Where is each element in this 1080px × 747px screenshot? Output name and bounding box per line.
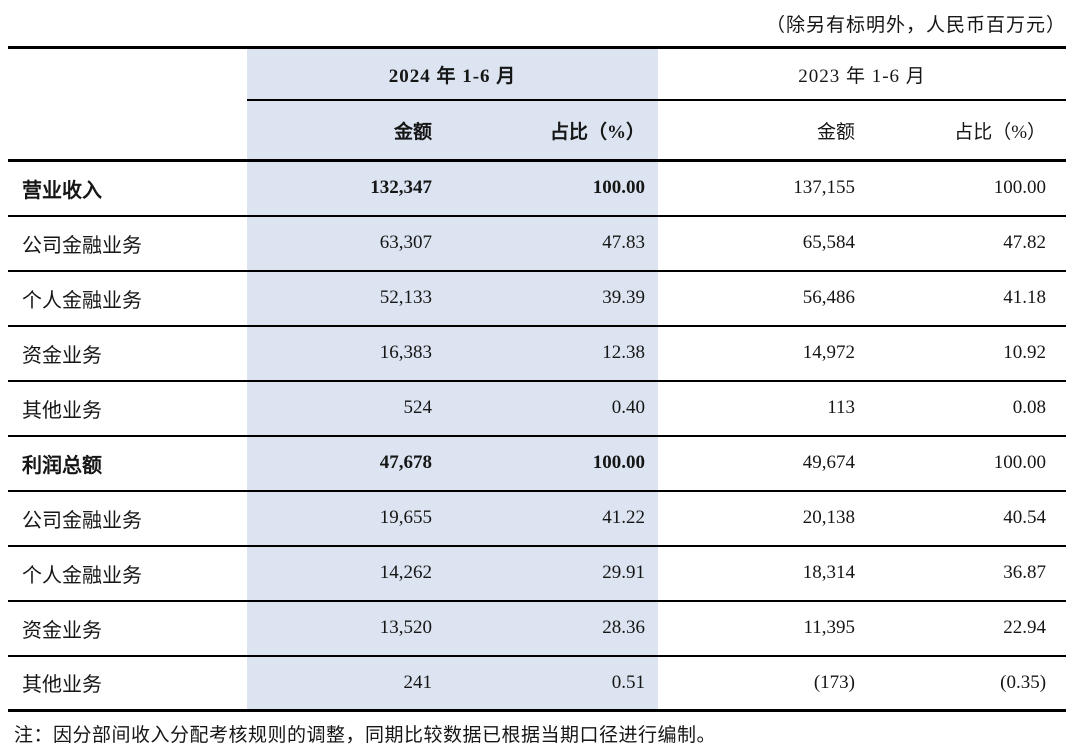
corner-cell [8,48,247,101]
row-label: 公司金融业务 [8,490,247,547]
row-label: 利润总额 [8,435,247,492]
row-label: 营业收入 [8,160,247,217]
unit-note: （除另有标明外，人民币百万元） [765,15,1066,36]
table-row: 利润总额 47,678 100.00 49,674 100.00 [8,435,1067,492]
amount-2023-cell: 65,584 [658,215,863,272]
row-label: 资金业务 [8,600,247,657]
ratio-2024-cell: 41.22 [440,490,659,547]
amount-2024-cell: 16,383 [247,325,440,382]
ratio-2023-cell: 0.08 [862,380,1067,437]
amount-2023-cell: 20,138 [658,490,863,547]
amount-2024-cell: 14,262 [247,545,440,602]
amount-2024-cell: 132,347 [247,160,440,217]
row-label: 资金业务 [8,325,247,382]
ratio-2023-cell: 22.94 [862,600,1067,657]
table-row: 资金业务 16,383 12.38 14,972 10.92 [8,325,1067,382]
ratio-2023-cell: 10.92 [862,325,1067,382]
ratio-2024-cell: 29.91 [440,545,659,602]
table-body: 营业收入 132,347 100.00 137,155 100.00 公司金融业… [8,160,1067,712]
amount-2024-cell: 63,307 [247,215,440,272]
row-label: 个人金融业务 [8,545,247,602]
footnote: 注：因分部间收入分配考核规则的调整，同期比较数据已根据当期口径进行编制。 [14,725,717,746]
header-amount-2023: 金额 [658,100,863,162]
ratio-2024-cell: 12.38 [440,325,659,382]
table-row: 个人金融业务 52,133 39.39 56,486 41.18 [8,270,1067,327]
amount-2023-cell: 14,972 [658,325,863,382]
table-row: 个人金融业务 14,262 29.91 18,314 36.87 [8,545,1067,602]
amount-2023-cell: 18,314 [658,545,863,602]
ratio-2024-cell: 100.00 [440,160,659,217]
segment-table: 2024 年 1-6 月 2023 年 1-6 月 金额 占比（%） 金额 占比… [8,46,1067,712]
header-ratio-2023: 占比（%） [862,100,1067,162]
row-label: 其他业务 [8,655,247,712]
row-label: 其他业务 [8,380,247,437]
table-row: 公司金融业务 19,655 41.22 20,138 40.54 [8,490,1067,547]
amount-2024-cell: 52,133 [247,270,440,327]
row-label: 公司金融业务 [8,215,247,272]
table-row: 营业收入 132,347 100.00 137,155 100.00 [8,160,1067,217]
table-row: 其他业务 241 0.51 (173) (0.35) [8,655,1067,712]
amount-2023-cell: 56,486 [658,270,863,327]
ratio-2023-cell: 47.82 [862,215,1067,272]
header-amount-2024: 金额 [247,100,440,162]
amount-2023-cell: 49,674 [658,435,863,492]
sub-header-row: 金额 占比（%） 金额 占比（%） [8,100,1067,162]
col-group-2023: 2023 年 1-6 月 [658,47,1067,101]
amount-2024-cell: 19,655 [247,490,440,547]
subheader-spacer [8,100,247,162]
table-row: 资金业务 13,520 28.36 11,395 22.94 [8,600,1067,657]
amount-2023-cell: 137,155 [658,160,863,217]
ratio-2024-cell: 0.40 [440,380,659,437]
ratio-2023-cell: (0.35) [862,655,1067,712]
year-header-row: 2024 年 1-6 月 2023 年 1-6 月 [8,47,1067,101]
table-row: 其他业务 524 0.40 113 0.08 [8,380,1067,437]
ratio-2023-cell: 100.00 [862,435,1067,492]
row-label: 个人金融业务 [8,270,247,327]
amount-2024-cell: 241 [247,655,440,712]
ratio-2024-cell: 39.39 [440,270,659,327]
table-row: 公司金融业务 63,307 47.83 65,584 47.82 [8,215,1067,272]
amount-2023-cell: 113 [658,380,863,437]
amount-2023-cell: 11,395 [658,600,863,657]
ratio-2024-cell: 47.83 [440,215,659,272]
ratio-2024-cell: 28.36 [440,600,659,657]
col-group-2024: 2024 年 1-6 月 [247,47,659,101]
amount-2023-cell: (173) [658,655,863,712]
amount-2024-cell: 13,520 [247,600,440,657]
ratio-2023-cell: 40.54 [862,490,1067,547]
amount-2024-cell: 524 [247,380,440,437]
ratio-2024-cell: 100.00 [440,435,659,492]
header-ratio-2024: 占比（%） [440,100,659,162]
ratio-2023-cell: 36.87 [862,545,1067,602]
ratio-2023-cell: 41.18 [862,270,1067,327]
ratio-2024-cell: 0.51 [440,655,659,712]
amount-2024-cell: 47,678 [247,435,440,492]
ratio-2023-cell: 100.00 [862,160,1067,217]
